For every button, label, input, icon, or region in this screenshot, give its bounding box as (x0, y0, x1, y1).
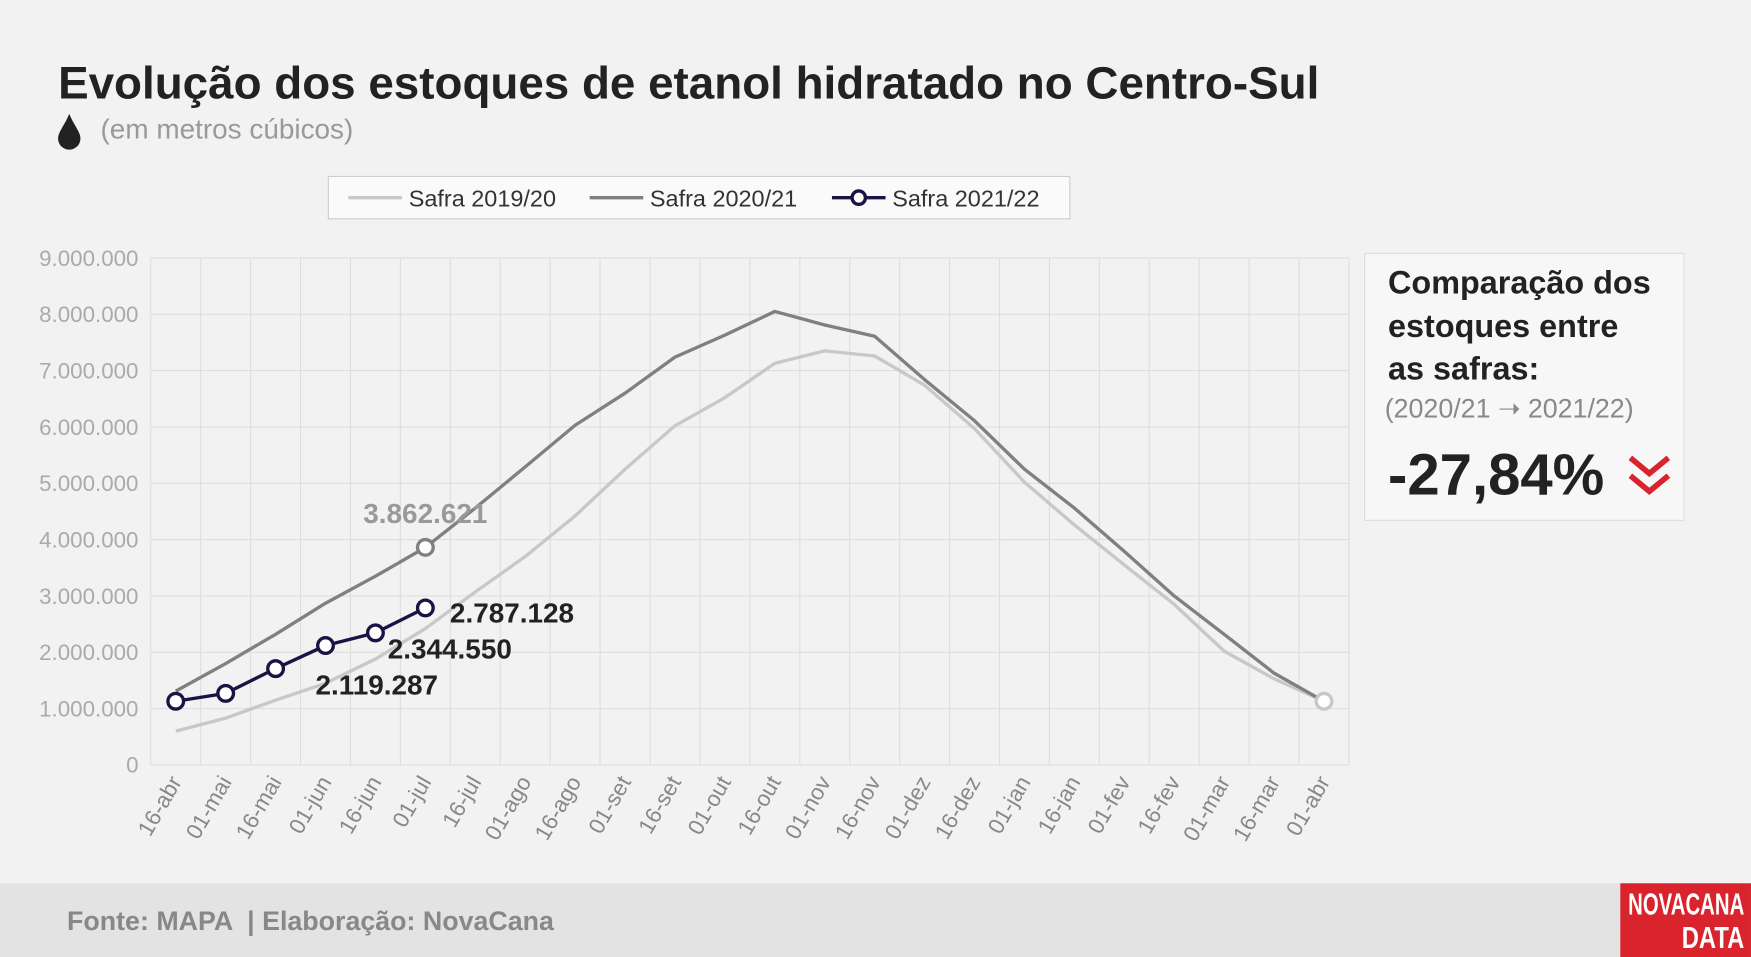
y-tick-label: 7.000.000 (39, 358, 138, 383)
y-tick-label: 2.000.000 (39, 640, 138, 665)
y-tick-label: 3.000.000 (39, 584, 138, 609)
y-tick-label: 5.000.000 (39, 471, 138, 496)
data-label: 2.119.287 (315, 670, 438, 701)
series-line (174, 309, 1325, 703)
y-tick-label: 4.000.000 (39, 527, 138, 552)
legend-box (327, 175, 1071, 220)
data-label: 2.787.128 (450, 597, 574, 628)
y-tick-label: 0 (126, 753, 138, 778)
comparison-period: (2020/21 ➝ 2021/22) (1385, 394, 1634, 424)
point-marker (316, 636, 336, 656)
footer-source: Fonte: MAPA | Elaboração: NovaCana (67, 906, 555, 936)
y-tick-label: 1.000.000 (39, 696, 138, 721)
point-marker (1314, 691, 1334, 711)
point-marker (166, 691, 186, 711)
legend-label: Safra 2019/20 (409, 186, 556, 212)
legend-label: Safra 2020/21 (650, 186, 797, 212)
legend-marker (850, 189, 868, 207)
comparison-title: as safras: (1388, 351, 1539, 387)
point-marker (216, 683, 236, 703)
data-label: 2.344.550 (388, 634, 512, 665)
comparison-title: estoques entre (1388, 308, 1618, 344)
point-marker (266, 659, 286, 679)
comparison-change: -27,84% (1388, 443, 1604, 508)
y-tick-label: 6.000.000 (39, 415, 138, 440)
chart-subtitle: (em metros cúbicos) (101, 113, 354, 144)
drop-icon (58, 113, 81, 150)
logo-text: NOVACANA (1628, 889, 1744, 922)
down-icon (1628, 455, 1671, 495)
logo (1620, 883, 1751, 957)
point-marker (415, 598, 435, 618)
data-label: 3.862.621 (363, 498, 487, 529)
series-line (175, 349, 1325, 733)
y-tick-label: 9.000.000 (39, 246, 138, 271)
logo-text: DATA (1682, 922, 1745, 955)
point-marker (415, 537, 435, 557)
point-marker (365, 623, 385, 643)
legend-label: Safra 2021/22 (892, 186, 1039, 212)
chart-title: Evolução dos estoques de etanol hidratad… (58, 57, 1319, 108)
footer-bar (0, 883, 1751, 957)
comparison-title: Comparação dos (1388, 265, 1651, 301)
y-tick-label: 8.000.000 (39, 302, 138, 327)
